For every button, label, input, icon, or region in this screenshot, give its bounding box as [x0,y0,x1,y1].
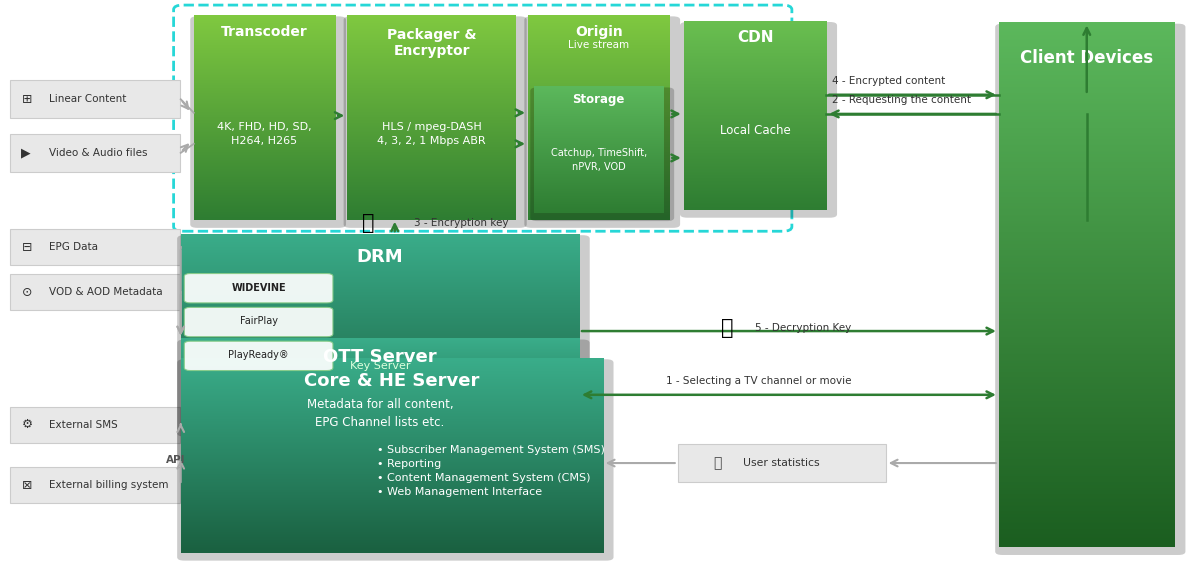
Text: 3 - Encryption key: 3 - Encryption key [414,218,508,228]
Text: CDN: CDN [737,30,773,45]
Text: DRM: DRM [357,248,403,266]
FancyBboxPatch shape [184,274,333,303]
Text: Linear Content: Linear Content [49,94,126,104]
Text: 🔑: 🔑 [363,213,375,233]
FancyBboxPatch shape [184,307,333,337]
FancyBboxPatch shape [190,16,346,228]
Text: 5 - Decryption Key: 5 - Decryption Key [755,323,851,333]
Text: 2 - Requesting the content: 2 - Requesting the content [832,95,971,105]
FancyBboxPatch shape [995,24,1185,555]
Text: OTT Server: OTT Server [323,347,436,365]
Text: User statistics: User statistics [743,458,819,468]
Text: 📋: 📋 [713,456,722,470]
FancyBboxPatch shape [678,444,886,482]
FancyBboxPatch shape [10,467,180,503]
Text: 🔑: 🔑 [722,318,734,338]
FancyBboxPatch shape [530,87,674,221]
Text: 4 - Encrypted content: 4 - Encrypted content [832,76,945,86]
Text: Storage: Storage [572,92,625,105]
Text: External billing system: External billing system [49,480,169,490]
Text: Client Devices: Client Devices [1020,49,1153,67]
Text: Catchup, TimeShift,
nPVR, VOD: Catchup, TimeShift, nPVR, VOD [551,148,647,172]
Text: VOD & AOD Metadata: VOD & AOD Metadata [49,287,163,297]
Text: Metadata for all content,
EPG Channel lists etc.: Metadata for all content, EPG Channel li… [307,398,453,429]
Text: EPG Data: EPG Data [49,242,97,252]
FancyBboxPatch shape [184,341,333,371]
Text: 1 - Selecting a TV channel or movie: 1 - Selecting a TV channel or movie [666,376,851,386]
Text: Live stream: Live stream [568,40,629,50]
Text: Origin: Origin [574,25,623,39]
FancyBboxPatch shape [177,340,590,462]
Text: Transcoder: Transcoder [221,25,308,39]
Text: 4K, FHD, HD, SD,
H264, H265: 4K, FHD, HD, SD, H264, H265 [218,122,312,146]
Text: ⊙: ⊙ [21,285,32,299]
FancyBboxPatch shape [680,22,837,218]
Text: Video & Audio files: Video & Audio files [49,148,147,158]
Text: PlayReady®: PlayReady® [228,350,289,360]
Text: ⊞: ⊞ [21,92,32,106]
Text: Packager &
Encryptor: Packager & Encryptor [386,28,477,58]
Text: ⊟: ⊟ [21,240,32,254]
Text: Key Server: Key Server [350,361,410,371]
FancyBboxPatch shape [177,235,590,437]
FancyBboxPatch shape [10,407,180,443]
FancyBboxPatch shape [10,134,180,172]
Text: Local Cache: Local Cache [719,124,791,137]
Text: Core & HE Server: Core & HE Server [304,372,479,390]
FancyBboxPatch shape [10,80,180,118]
Text: ⊠: ⊠ [21,478,32,492]
FancyBboxPatch shape [177,359,614,561]
Text: FairPlay: FairPlay [240,316,277,327]
FancyBboxPatch shape [524,16,680,228]
FancyBboxPatch shape [10,274,180,310]
Text: External SMS: External SMS [49,420,118,430]
Text: • Subscriber Management System (SMS)
• Reporting
• Content Management System (CM: • Subscriber Management System (SMS) • R… [377,445,605,497]
Text: ▶: ▶ [21,146,31,160]
Text: API: API [166,455,185,465]
FancyBboxPatch shape [10,229,180,265]
Text: WIDEVINE: WIDEVINE [232,283,285,293]
FancyBboxPatch shape [344,16,527,228]
Text: HLS / mpeg-DASH
4, 3, 2, 1 Mbps ABR: HLS / mpeg-DASH 4, 3, 2, 1 Mbps ABR [377,122,486,146]
Text: ⚙: ⚙ [21,418,32,431]
